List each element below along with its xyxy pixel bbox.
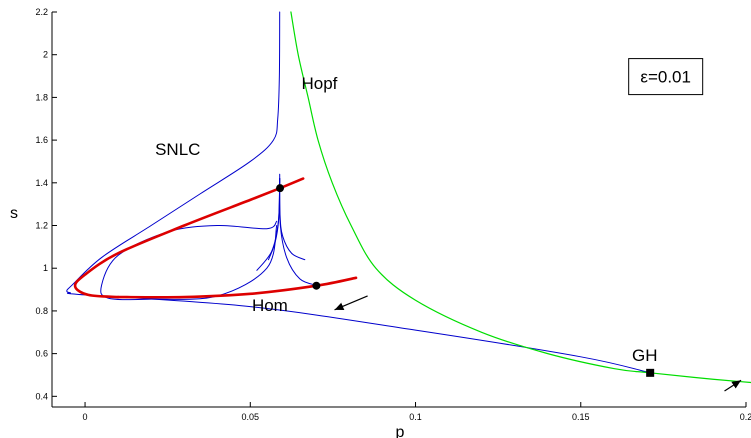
- x-axis-label: p: [396, 424, 405, 438]
- arrow-gh: [724, 379, 742, 392]
- epsilon-label: ε=0.01: [640, 68, 691, 87]
- epsilon-box: [628, 58, 704, 96]
- label-snlc: SNLC: [155, 140, 200, 159]
- label-gh: GH: [632, 346, 658, 365]
- y-tick-label: 2: [43, 50, 48, 60]
- curves: [66, 11, 751, 384]
- y-tick-label: 1.6: [35, 135, 48, 145]
- x-tick-label: 0.2: [740, 412, 751, 422]
- y-tick-label: 1.2: [35, 221, 48, 231]
- label-hopf: Hopf: [302, 74, 338, 93]
- markers: [276, 184, 742, 392]
- point-hom-point: [312, 281, 321, 290]
- axes: 0 0.05 0.1 0.15 0.2 0.4 0.6 0.8 1 1.2 1.4 1.6 1.8 2 2.…: [35, 7, 751, 422]
- y-tick-label: 0.8: [35, 306, 48, 316]
- y-tick-label: 1.4: [35, 178, 48, 188]
- y-axis-label: s: [10, 205, 18, 222]
- annotations: Hopf SNLC Hom GH ε=0.01: [155, 58, 704, 365]
- x-tick-label: 0.1: [409, 412, 422, 422]
- label-hom: Hom: [252, 296, 288, 315]
- x-tick-label: 0.15: [572, 412, 590, 422]
- curve-loop: [100, 220, 278, 301]
- point-gh: [646, 368, 655, 377]
- y-tick-label: 0.4: [35, 391, 48, 401]
- y-tick-label: 1.8: [35, 92, 48, 102]
- x-tick-label: 0: [83, 412, 88, 422]
- x-tick-label: 0.05: [242, 412, 260, 422]
- point-bt: [276, 184, 285, 193]
- arrow-hom: [334, 295, 368, 311]
- curve-hom-lower: [116, 276, 358, 299]
- curve-cusp-4: [267, 178, 281, 261]
- curve-snlc: [66, 11, 651, 374]
- y-tick-label: 0.6: [35, 349, 48, 359]
- y-tick-label: 1: [43, 263, 48, 273]
- curve-hom-upper: [73, 177, 305, 299]
- y-tick-label: 2.2: [35, 7, 48, 17]
